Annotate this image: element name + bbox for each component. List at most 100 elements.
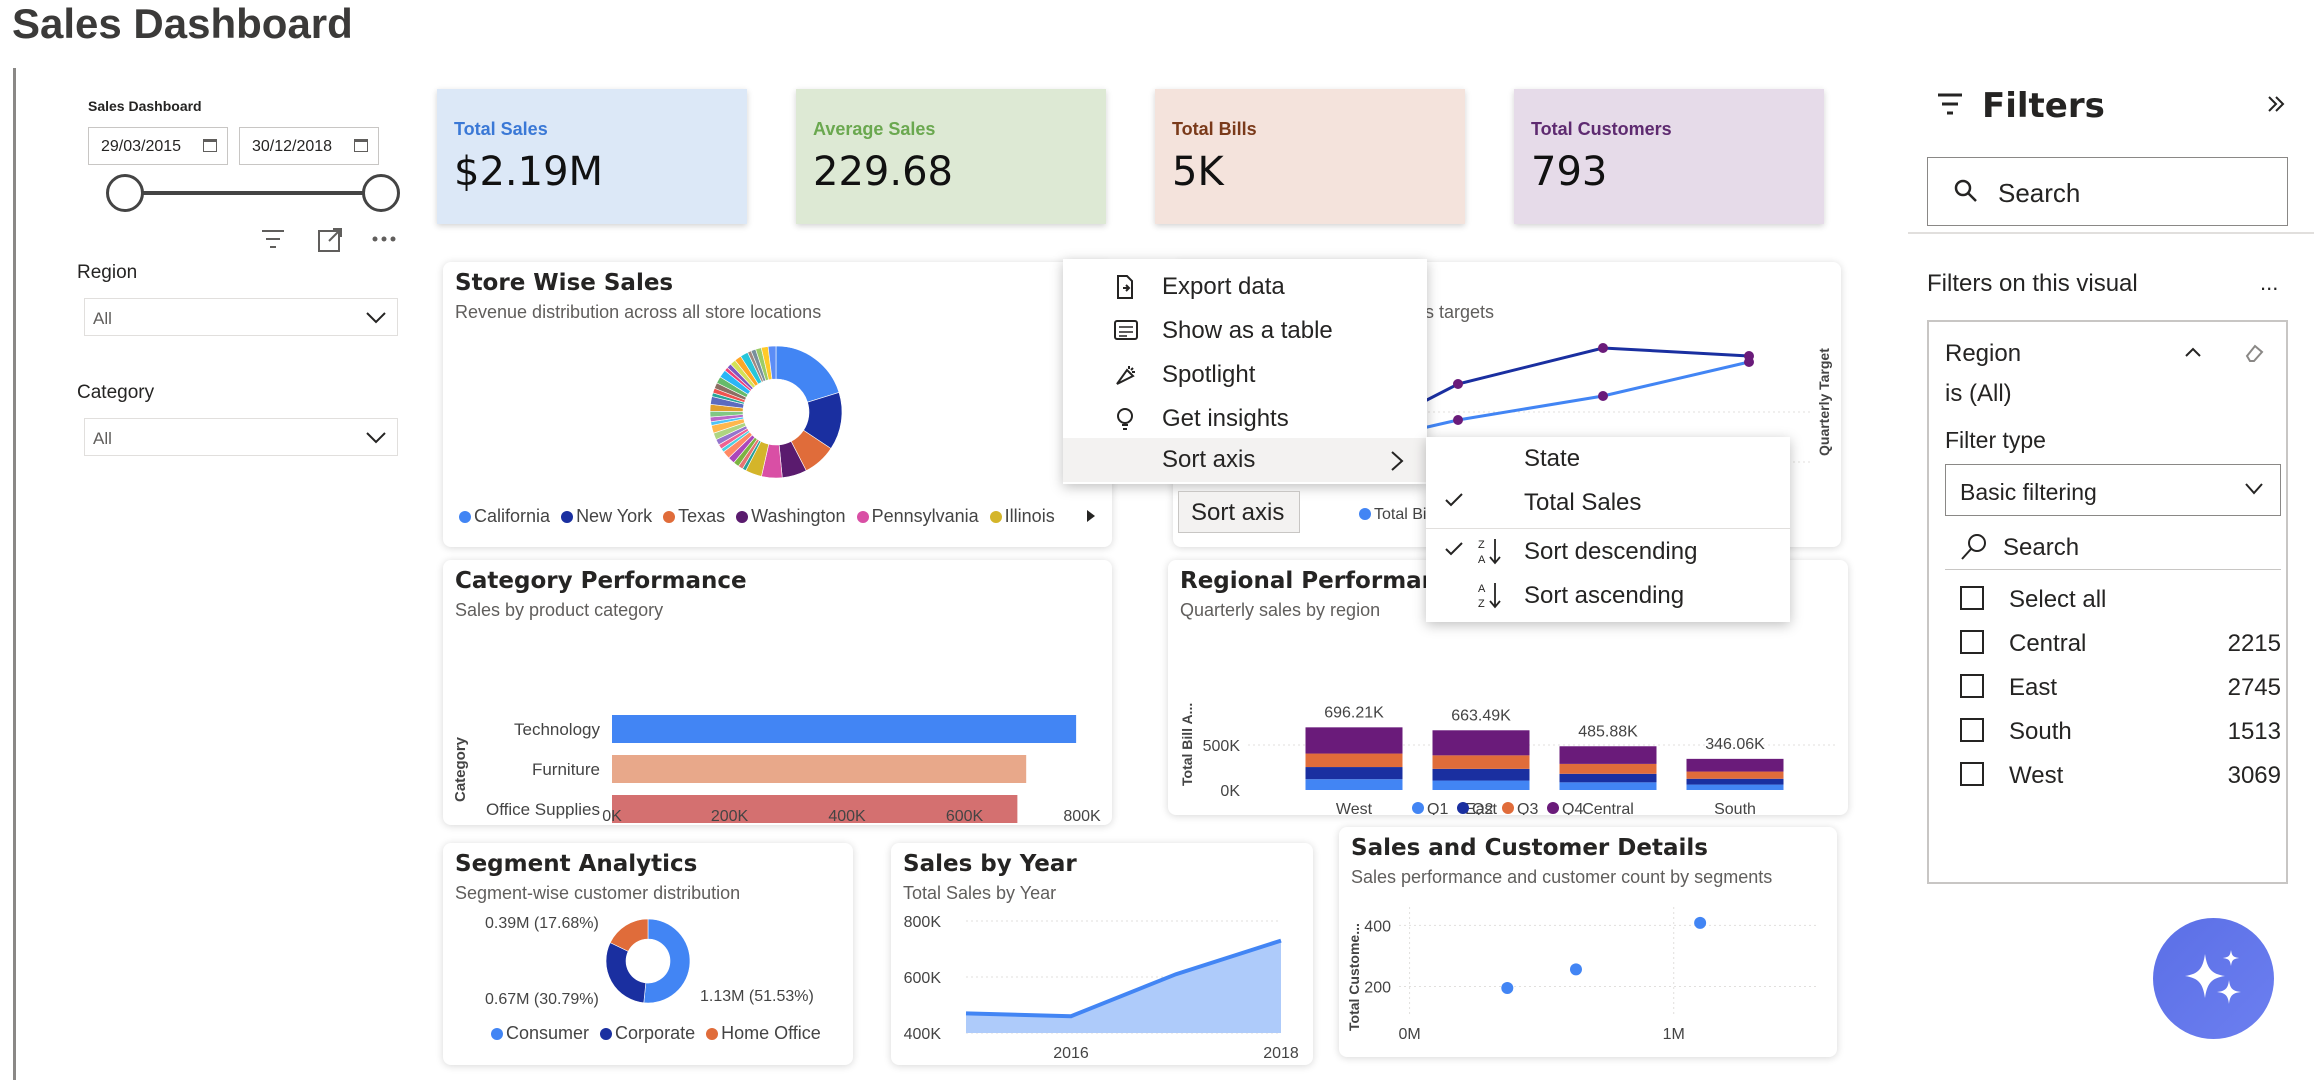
stacked-bar-segment[interactable] <box>1432 768 1530 781</box>
legend-item-new-york[interactable]: New York <box>555 506 652 526</box>
clear-filter-icon[interactable] <box>2243 342 2265 364</box>
stacked-bar-segment[interactable] <box>1432 755 1530 769</box>
stacked-bar-segment[interactable] <box>1559 746 1657 764</box>
kpi-card-total-customers[interactable]: Total Customers 793 <box>1514 89 1824 224</box>
checkbox[interactable] <box>1960 630 1984 654</box>
stacked-bar-segment[interactable] <box>1432 780 1530 790</box>
stacked-bar-segment[interactable] <box>1305 727 1403 754</box>
menu-item-get-insights[interactable]: Get insights <box>1063 397 1427 441</box>
data-point[interactable] <box>1453 415 1463 425</box>
stacked-bar-segment[interactable] <box>1559 773 1657 783</box>
data-point[interactable] <box>1453 379 1463 389</box>
donut-slice[interactable] <box>643 918 691 1004</box>
collapse-pane-icon[interactable] <box>2266 94 2286 114</box>
donut-slice[interactable] <box>767 345 777 380</box>
legend-next-icon[interactable] <box>1086 509 1096 523</box>
category-bar[interactable] <box>612 795 1018 823</box>
menu-item-show-as-table[interactable]: Show as a table <box>1063 309 1427 353</box>
filter-option-east[interactable]: East 2745 <box>1945 666 2281 706</box>
sales-by-year-area-chart[interactable]: 400K 600K 800K 2016 2018 <box>891 913 1313 1065</box>
calendar-icon[interactable] <box>354 139 368 152</box>
menu-item-spotlight[interactable]: Spotlight <box>1063 353 1427 397</box>
legend-item-pennsylvania[interactable]: Pennsylvania <box>851 506 979 526</box>
submenu-item-state[interactable]: State <box>1426 437 1790 481</box>
section-more-options[interactable]: ... <box>2260 270 2279 295</box>
checkbox[interactable] <box>1960 674 1984 698</box>
legend-item-illinois[interactable]: Illinois <box>984 506 1055 526</box>
stacked-bar-segment[interactable] <box>1686 758 1784 772</box>
stacked-bar-segment[interactable] <box>1686 784 1784 790</box>
sales-by-year-card[interactable]: Sales by Year Total Sales by Year 400K 60… <box>891 843 1313 1065</box>
checkbox[interactable] <box>1960 586 1984 610</box>
store-donut-chart[interactable] <box>706 342 846 482</box>
stacked-bar-segment[interactable] <box>1305 767 1403 780</box>
category-performance-card[interactable]: Category Performance Sales by product ca… <box>443 560 1112 825</box>
date-range-slider[interactable] <box>125 191 382 195</box>
legend-item-consumer[interactable]: Consumer <box>485 1023 589 1043</box>
menu-item-export-data[interactable]: Export data <box>1063 265 1427 309</box>
stacked-bar-segment[interactable] <box>1559 763 1657 774</box>
sales-customer-details-card[interactable]: Sales and Customer Details Sales perform… <box>1339 827 1837 1057</box>
donut-slice[interactable] <box>605 942 647 1004</box>
legend-dot[interactable] <box>1502 802 1514 814</box>
submenu-item-total-sales[interactable]: Total Sales <box>1426 481 1790 525</box>
more-options-icon[interactable] <box>372 234 396 244</box>
legend-item-corporate[interactable]: Corporate <box>594 1023 695 1043</box>
checkbox[interactable] <box>1960 762 1984 786</box>
scatter-point[interactable] <box>1694 916 1707 929</box>
legend-dot[interactable] <box>1547 802 1559 814</box>
kpi-card-total-bills[interactable]: Total Bills 5K <box>1155 89 1465 224</box>
region-dropdown[interactable]: All <box>84 298 398 336</box>
sales-customer-scatter-chart[interactable]: 200 400 0M 1M Total Custome... <box>1339 897 1837 1057</box>
menu-item-sort-axis[interactable]: Sort axis <box>1063 438 1427 482</box>
data-point[interactable] <box>1744 357 1754 367</box>
donut-slice[interactable] <box>775 345 840 403</box>
category-dropdown[interactable]: All <box>84 418 398 456</box>
kpi-card-total-sales[interactable]: Total Sales $2.19M <box>437 89 747 224</box>
checkbox[interactable] <box>1960 718 1984 742</box>
legend-dot[interactable] <box>1457 802 1469 814</box>
filters-search-input[interactable]: Search <box>1927 157 2288 226</box>
kpi-card-average-sales[interactable]: Average Sales 229.68 <box>796 89 1106 224</box>
series-line[interactable] <box>965 938 1282 1019</box>
stacked-bar-segment[interactable] <box>1686 771 1784 779</box>
segment-donut-chart[interactable] <box>605 918 691 1004</box>
filter-option-south[interactable]: South 1513 <box>1945 710 2281 750</box>
filter-select-all[interactable]: Select all <box>1945 578 2281 618</box>
calendar-icon[interactable] <box>203 139 217 152</box>
stacked-bar-segment[interactable] <box>1686 778 1784 785</box>
legend-item-california[interactable]: California <box>453 506 550 526</box>
slider-end-handle[interactable] <box>362 174 400 212</box>
donut-slice[interactable] <box>609 918 649 952</box>
category-bar-chart[interactable]: Technology Furniture Office Supplies 0K 200K… <box>443 640 1112 825</box>
stacked-bar-segment[interactable] <box>1305 779 1403 790</box>
regional-stacked-bar-chart[interactable]: 500K 0K Total Bill A... 696.21K West 663.49K E… <box>1168 628 1848 815</box>
legend-item-texas[interactable]: Texas <box>657 506 725 526</box>
stacked-bar-segment[interactable] <box>1432 730 1530 756</box>
legend-item-washington[interactable]: Washington <box>730 506 846 526</box>
start-date-input[interactable]: 29/03/2015 <box>88 127 228 165</box>
filter-icon[interactable] <box>260 228 286 250</box>
scatter-point[interactable] <box>1569 963 1582 976</box>
data-point[interactable] <box>1598 343 1608 353</box>
segment-analytics-card[interactable]: Segment Analytics Segment-wise customer … <box>443 843 853 1065</box>
stacked-bar-segment[interactable] <box>1559 782 1657 790</box>
filter-option-central[interactable]: Central 2215 <box>1945 622 2281 662</box>
filter-type-dropdown[interactable]: Basic filtering <box>1945 464 2281 516</box>
scatter-point[interactable] <box>1501 981 1514 994</box>
focus-mode-icon[interactable] <box>317 227 343 253</box>
store-wise-sales-card[interactable]: Store Wise Sales Revenue distribution ac… <box>443 262 1112 547</box>
legend-item-home-office[interactable]: Home Office <box>700 1023 821 1043</box>
area-fill[interactable] <box>966 940 1281 1033</box>
category-bar[interactable] <box>612 755 1027 783</box>
end-date-input[interactable]: 30/12/2018 <box>239 127 379 165</box>
stacked-bar-segment[interactable] <box>1305 753 1403 768</box>
data-point[interactable] <box>1598 391 1608 401</box>
slider-start-handle[interactable] <box>106 174 144 212</box>
copilot-button[interactable] <box>2153 918 2274 1039</box>
category-bar[interactable] <box>612 715 1077 743</box>
filter-option-west[interactable]: West 3069 <box>1945 754 2281 794</box>
legend-dot[interactable] <box>1412 802 1424 814</box>
